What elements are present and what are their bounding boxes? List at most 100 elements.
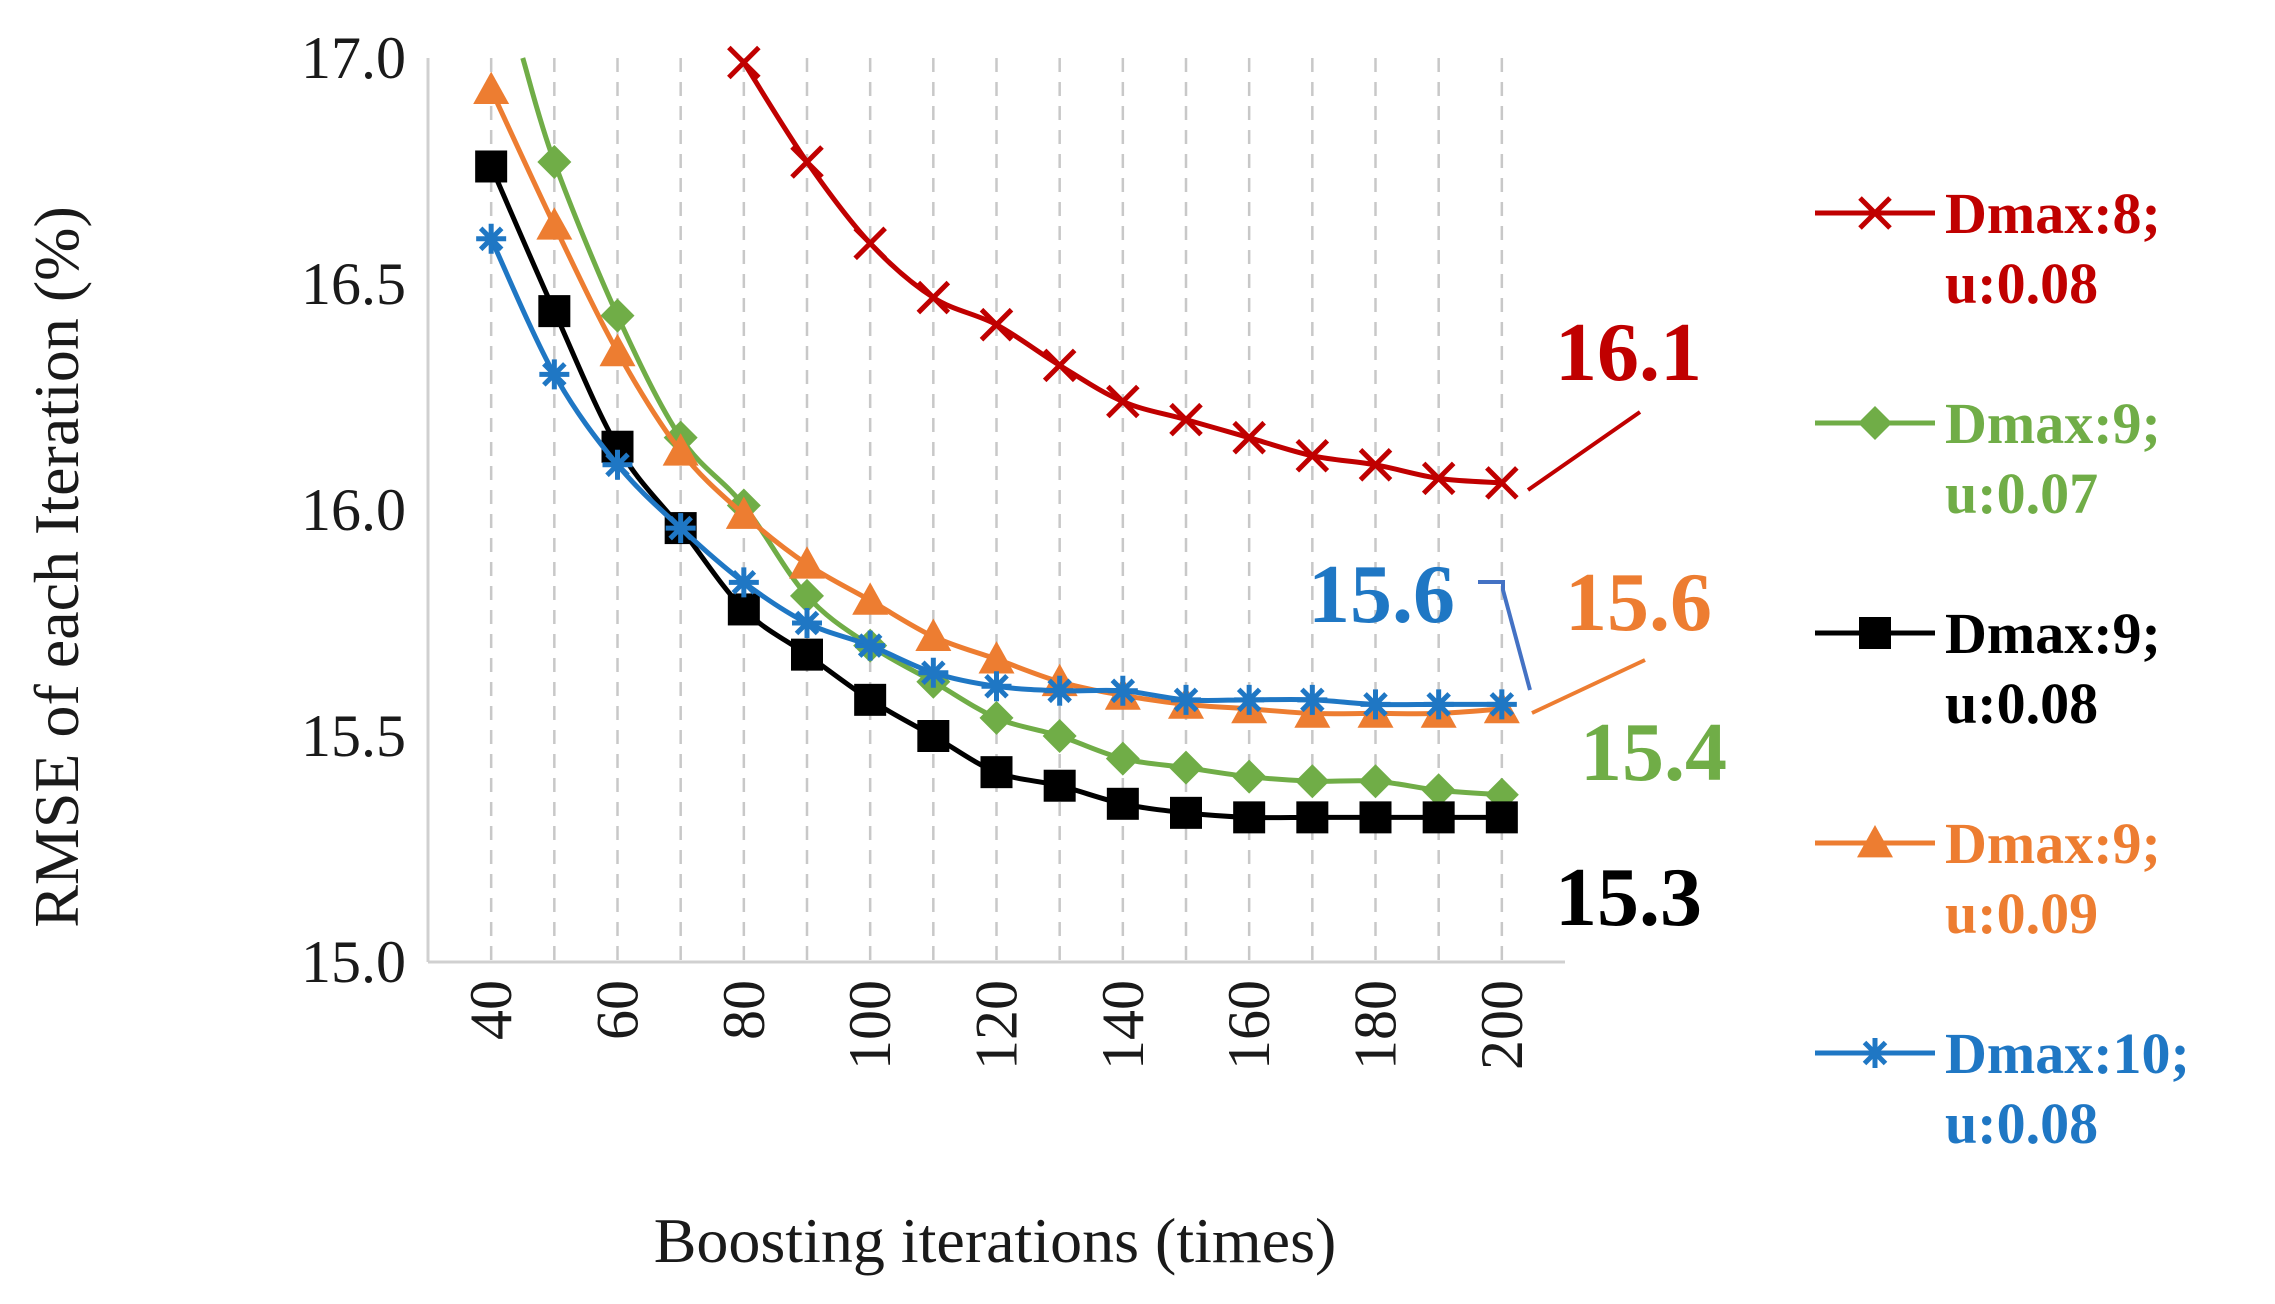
legend-item: Dmax:9;u:0.09: [1815, 811, 2161, 946]
data-point: [727, 593, 760, 626]
data-point: [918, 657, 949, 688]
legend-item: Dmax:8;u:0.08: [1815, 181, 2161, 316]
data-point: [979, 307, 1014, 342]
data-point: [473, 71, 510, 105]
data-point: [1858, 196, 1892, 230]
data-point: [599, 333, 636, 367]
x-tick-label: 60: [585, 980, 651, 1040]
end-labels: 16.1 15.4 15.3 15.6 15.6: [1308, 306, 1727, 944]
data-point: [791, 638, 823, 671]
y-tick-label: 15.0: [301, 929, 406, 995]
data-point: [790, 145, 824, 179]
data-point: [1858, 406, 1892, 440]
y-axis-title: RMSE of each Iteration (%): [21, 206, 92, 928]
data-point: [1297, 684, 1328, 715]
data-point: [1295, 764, 1330, 799]
grid-lines: [489, 58, 1504, 962]
data-point: [789, 546, 825, 579]
data-point: [1169, 402, 1203, 437]
data-point: [980, 756, 1013, 789]
x-tick-label: 200: [1469, 980, 1535, 1070]
data-point: [1358, 448, 1393, 482]
data-point: [1485, 466, 1519, 500]
data-point: [1860, 1038, 1890, 1068]
leader-line: [1478, 580, 1532, 691]
data-point: [1421, 773, 1456, 808]
y-tick-label: 17.0: [301, 25, 406, 91]
data-point: [536, 207, 573, 240]
end-value-label: 15.3: [1555, 851, 1702, 944]
data-point: [1360, 689, 1391, 720]
end-value-label: 15.4: [1580, 706, 1727, 799]
data-point: [917, 720, 950, 752]
data-point: [1422, 801, 1455, 834]
end-value-label: 16.1: [1555, 306, 1702, 399]
x-tick-label: 160: [1216, 980, 1282, 1070]
data-point: [915, 618, 952, 651]
data-point: [855, 630, 886, 661]
data-point: [1105, 741, 1140, 776]
data-point: [1170, 796, 1202, 829]
legend: Dmax:8;u:0.08Dmax:9;u:0.07Dmax:9;u:0.08D…: [1815, 181, 2190, 1156]
data-point: [916, 280, 951, 315]
legend-label-line2: u:0.07: [1945, 461, 2098, 526]
data-point: [1423, 689, 1454, 720]
legend-label-line2: u:0.08: [1945, 1091, 2098, 1156]
series-line: [520, 57, 1503, 798]
data-point: [1232, 759, 1267, 794]
data-point: [1107, 675, 1138, 706]
x-axis-title: Boosting iterations (times): [654, 1205, 1337, 1276]
data-point: [1486, 689, 1517, 720]
leader-line: [1526, 410, 1642, 492]
data-point: [853, 226, 887, 261]
y-tick-label: 16.5: [301, 251, 406, 317]
end-value-label: 15.6: [1565, 556, 1712, 649]
legend-item: Dmax:9;u:0.08: [1815, 601, 2161, 736]
data-point: [1232, 420, 1266, 455]
end-value-label: 15.6: [1308, 548, 1455, 641]
x-tick-label: 120: [964, 980, 1030, 1070]
y-tick-label: 15.5: [301, 703, 406, 769]
legend-label-line1: Dmax:10;: [1945, 1021, 2190, 1086]
data-point: [1169, 750, 1203, 785]
legend-item: Dmax:10;u:0.08: [1815, 1021, 2190, 1156]
data-point: [662, 433, 699, 466]
data-point: [727, 45, 761, 80]
data-point: [1485, 801, 1518, 834]
series-x: [727, 45, 1519, 500]
data-point: [852, 582, 889, 615]
data-point: [1042, 348, 1077, 383]
data-point: [600, 298, 635, 333]
y-tick-label: 16.0: [301, 477, 406, 543]
data-point: [979, 700, 1014, 735]
data-point: [602, 449, 633, 480]
data-point: [1106, 787, 1139, 820]
data-point: [537, 144, 572, 179]
series-square: [475, 150, 1518, 834]
data-point: [854, 683, 887, 716]
data-point: [1359, 801, 1392, 834]
x-tick-label: 140: [1090, 980, 1156, 1070]
data-point: [978, 641, 1015, 674]
data-point: [1106, 384, 1140, 419]
data-point: [1042, 719, 1077, 753]
legend-label-line1: Dmax:9;: [1945, 811, 2161, 876]
data-point: [1295, 438, 1330, 473]
data-point: [790, 578, 824, 613]
data-point: [476, 223, 507, 254]
legend-label-line1: Dmax:8;: [1945, 181, 2161, 246]
series-layer: [473, 45, 1520, 834]
legend-label-line2: u:0.08: [1945, 671, 2098, 736]
data-point: [1043, 769, 1076, 802]
data-point: [981, 671, 1012, 702]
data-point: [665, 513, 696, 544]
leader-line: [1531, 658, 1646, 715]
data-point: [538, 295, 571, 328]
x-tick-label: 180: [1343, 980, 1409, 1070]
legend-item: Dmax:9;u:0.07: [1815, 391, 2161, 526]
data-point: [539, 359, 570, 390]
data-point: [1296, 801, 1329, 834]
data-point: [1044, 675, 1075, 706]
data-point: [1233, 801, 1266, 834]
